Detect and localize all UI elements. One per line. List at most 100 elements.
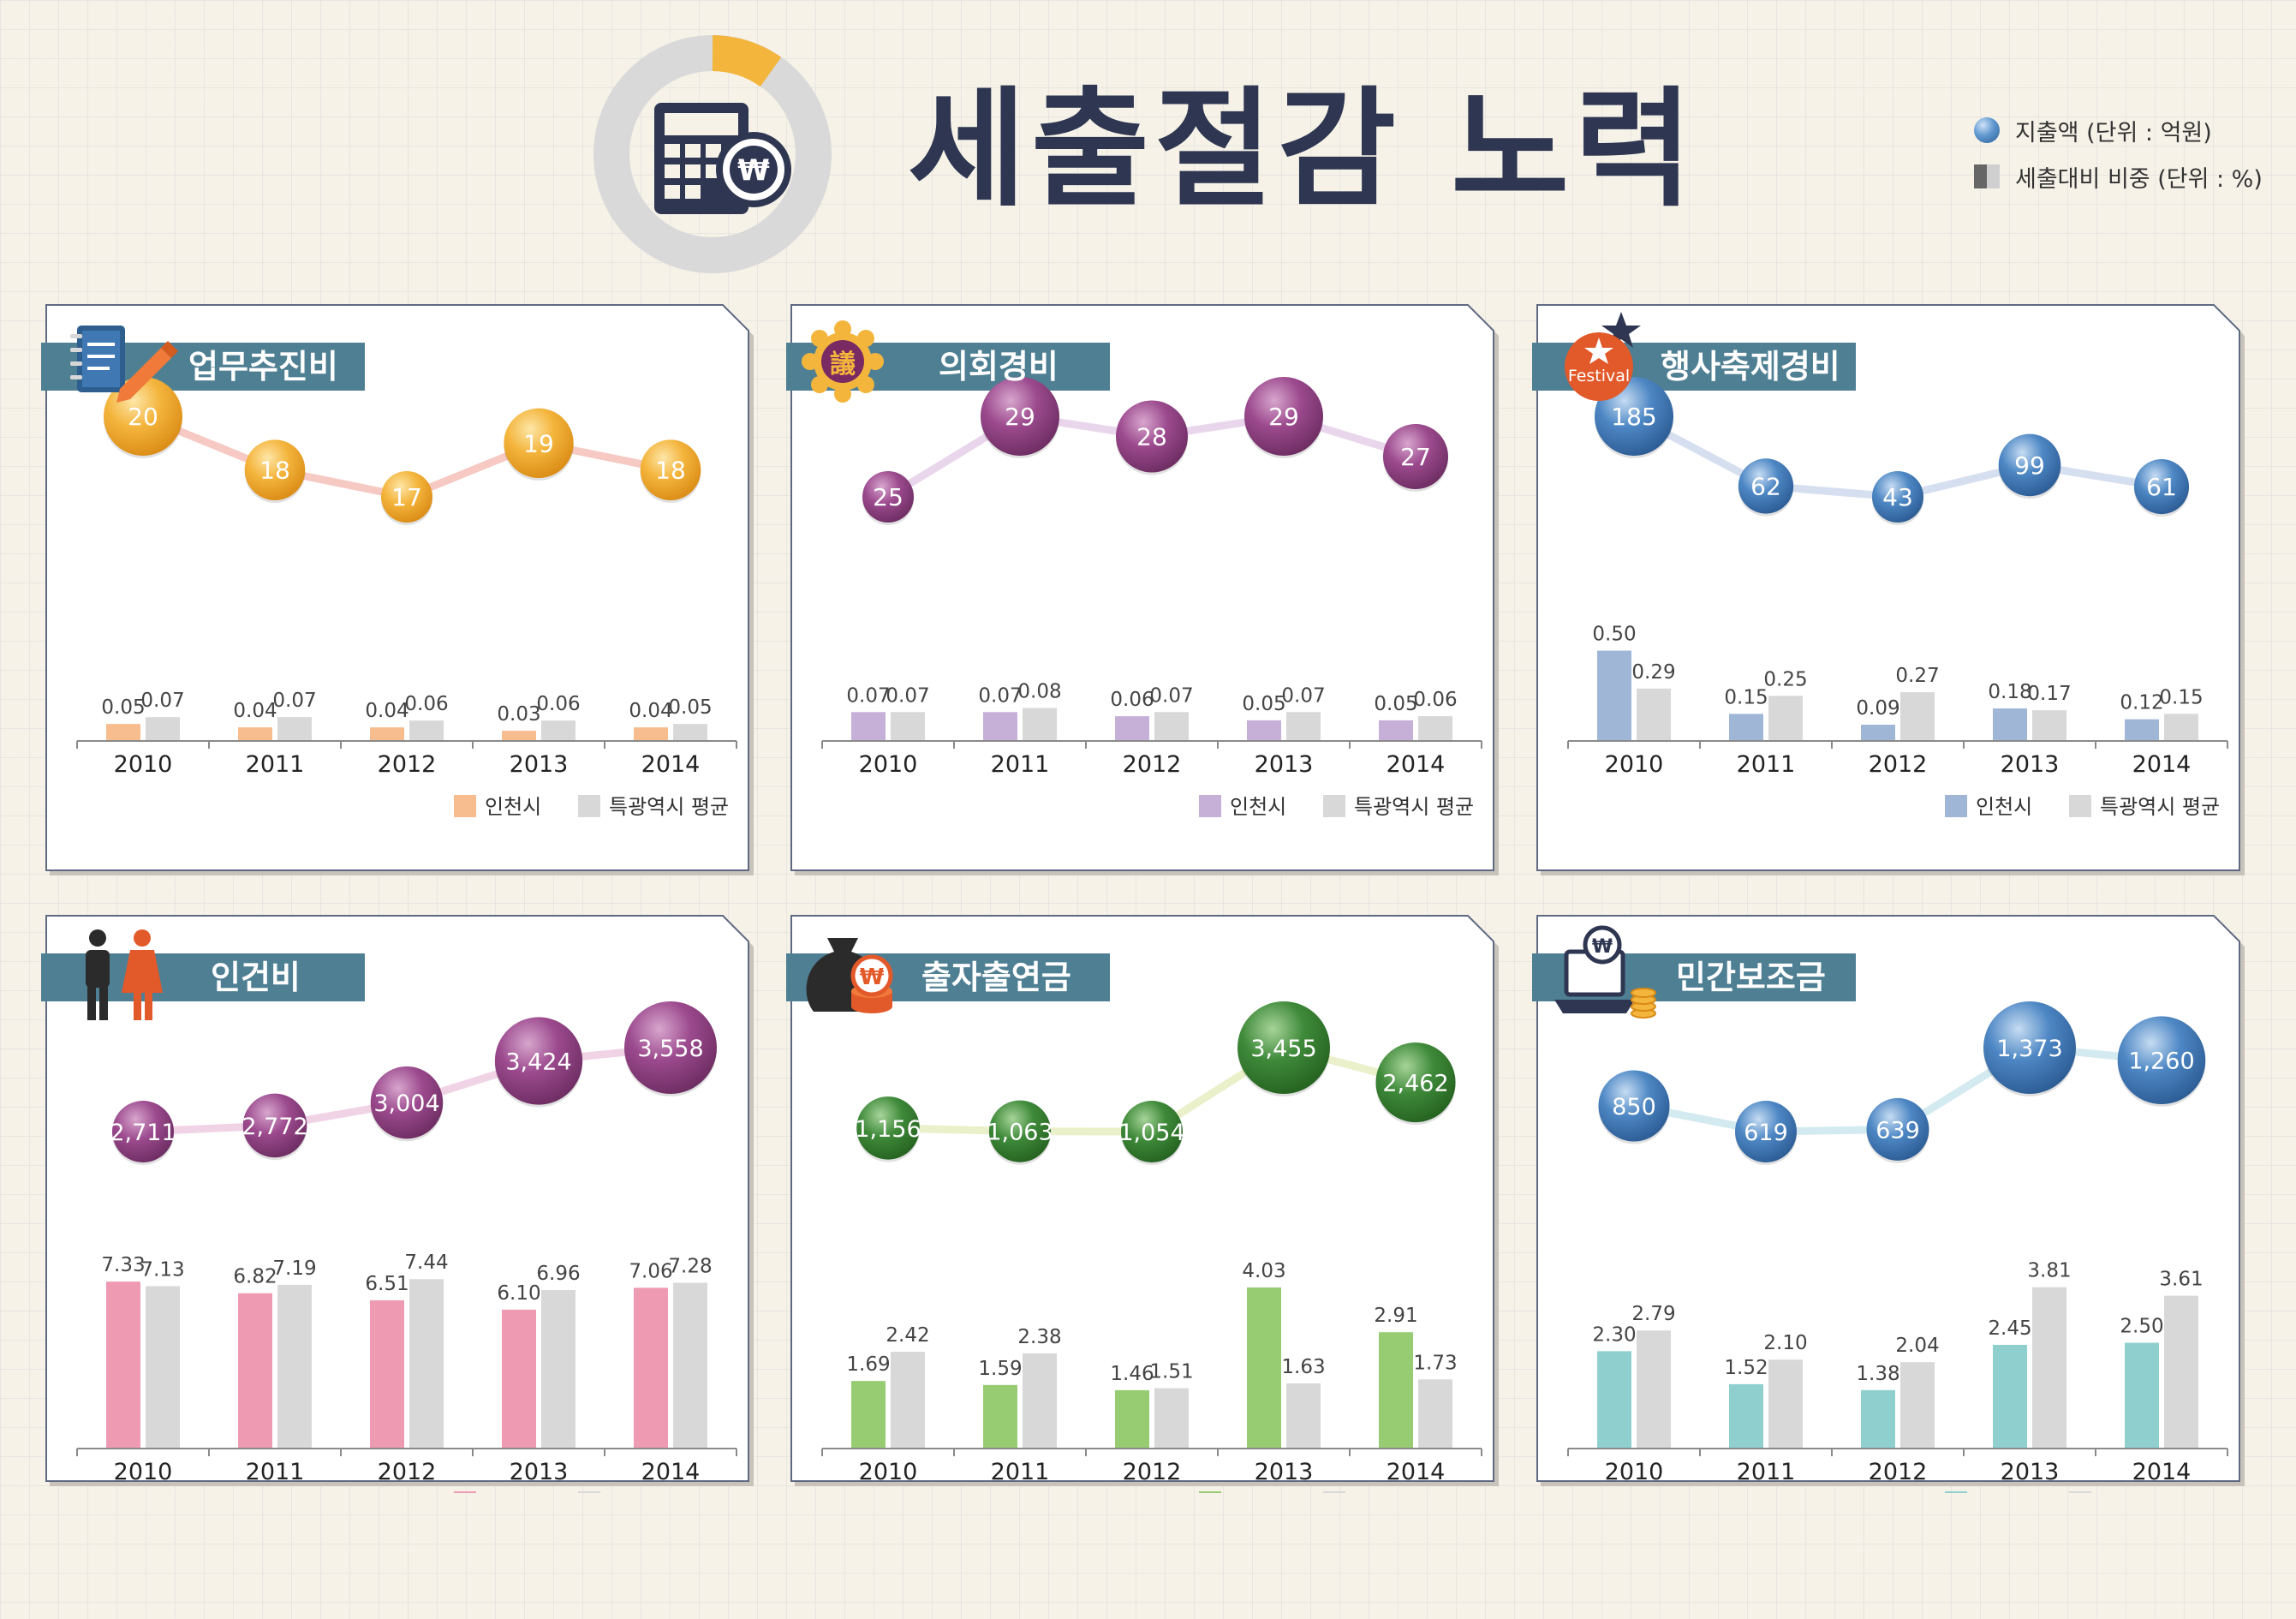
bar-value-label-incheon: 2.45 xyxy=(1988,1317,2031,1340)
bar-metro-average xyxy=(146,1286,180,1449)
calculator-won-icon: ₩ xyxy=(593,35,832,273)
bar-value-label-incheon: 0.04 xyxy=(365,700,409,722)
bar-metro-average xyxy=(1154,712,1189,741)
bubble-value-label: 61 xyxy=(2146,473,2177,501)
legend-swatch-metro xyxy=(1323,795,1345,817)
x-tick-label: 2010 xyxy=(859,751,918,778)
legend-label-incheon: 인천시 xyxy=(1230,795,1286,819)
expenditure-bubble xyxy=(856,1096,920,1160)
bubble-value-label: 1,373 xyxy=(1996,1036,2062,1062)
bar-value-label-metro: 0.07 xyxy=(1149,684,1193,707)
bar-value-label-incheon: 0.05 xyxy=(1374,693,1417,715)
bar-metro-average xyxy=(1286,1383,1321,1449)
expenditure-bubble xyxy=(988,1100,1052,1162)
bar-metro-average xyxy=(1637,688,1671,741)
x-tick-label: 2011 xyxy=(1737,1459,1796,1485)
expenditure-bubble xyxy=(1121,1101,1183,1162)
panel-svg: 25292829270.070.0720100.070.0820110.060.… xyxy=(786,304,1499,875)
bubble-value-label: 99 xyxy=(2014,451,2045,480)
expenditure-bubble xyxy=(1872,471,1923,523)
x-tick-label: 2013 xyxy=(510,751,569,778)
expenditure-bubble xyxy=(1237,1001,1330,1094)
bar-value-label-incheon: 0.04 xyxy=(629,700,672,722)
bar-metro-average xyxy=(891,1352,925,1449)
bar-value-label-metro: 0.07 xyxy=(272,690,316,712)
bar-metro-average xyxy=(673,724,707,741)
bar-value-label-incheon: 1.69 xyxy=(846,1353,890,1376)
legend-label-metro: 특광역시 평균 xyxy=(2100,795,2220,819)
bar-incheon xyxy=(851,712,886,741)
svg-text:₩: ₩ xyxy=(1592,936,1613,958)
legend-label-metro: 특광역시 평균 xyxy=(1354,795,1474,819)
panel-title: 민간보조금 xyxy=(1676,959,1826,996)
bar-incheon xyxy=(1379,720,1413,741)
bar-incheon xyxy=(851,1381,886,1449)
expenditure-bubble xyxy=(624,1001,717,1094)
bar-value-label-incheon: 7.06 xyxy=(629,1260,672,1282)
legend-swatch-metro xyxy=(2069,795,2091,817)
bar-value-label-incheon: 6.51 xyxy=(365,1273,409,1295)
bar-incheon xyxy=(1247,720,1281,741)
bar-value-label-metro: 7.44 xyxy=(404,1252,448,1274)
bar-metro-average xyxy=(1286,712,1321,741)
bubble-value-label: 850 xyxy=(1612,1094,1656,1120)
bubble-value-label: 25 xyxy=(873,483,903,511)
panel-business-promotion: 20 18 17 19 18 0.05 0.07 2010 0.04 0.07 2011 0.04 0.… xyxy=(41,300,754,875)
legend-swatch-incheon xyxy=(454,795,476,817)
expenditure-bubble xyxy=(862,471,914,523)
bar-value-label-metro: 1.63 xyxy=(1281,1356,1325,1378)
bar-value-label-metro: 0.25 xyxy=(1763,668,1807,690)
bar-metro-average xyxy=(2164,1295,2198,1449)
bubble-value-label: 1,054 xyxy=(1118,1120,1184,1146)
panel-title: 의회경비 xyxy=(939,348,1059,385)
bar-metro-average xyxy=(2032,1287,2066,1449)
bar-value-label-incheon: 6.82 xyxy=(233,1266,277,1288)
x-tick-label: 2014 xyxy=(1387,751,1446,778)
legend-swatch-incheon xyxy=(1199,795,1221,817)
bubble-value-label: 19 xyxy=(523,429,554,457)
x-tick-label: 2014 xyxy=(2132,1459,2192,1485)
bar-value-label-incheon: 2.91 xyxy=(1374,1305,1417,1327)
x-tick-label: 2010 xyxy=(1605,1459,1664,1485)
bar-value-label-metro: 0.17 xyxy=(2027,683,2071,705)
legend-label-metro: 특광역시 평균 xyxy=(609,1491,729,1493)
x-tick-label: 2012 xyxy=(1123,751,1182,778)
bar-metro-average xyxy=(1768,696,1803,741)
x-tick-label: 2013 xyxy=(2001,751,2060,778)
bar-value-label-incheon: 0.07 xyxy=(846,684,890,707)
bar-value-label-incheon: 0.04 xyxy=(233,700,277,722)
bar-value-label-metro: 3.81 xyxy=(2027,1260,2071,1282)
bar-incheon xyxy=(2125,1342,2159,1449)
bubble-value-label: 18 xyxy=(259,457,290,485)
panel-investment-contribution: 1,156 1,063 1,054 3,455 2,462 1.69 2.42 2010 1.5… xyxy=(786,911,1499,1493)
legend-swatch-metro xyxy=(578,1491,600,1493)
bar-value-label-metro: 7.13 xyxy=(140,1258,184,1281)
bar-value-label-incheon: 0.03 xyxy=(497,703,540,726)
expenditure-bubble xyxy=(1998,433,2061,497)
panel-council-expenses: 25 29 28 29 27 0.07 0.07 2010 0.07 0.08 2011 0.06 0.… xyxy=(786,300,1499,875)
bar-value-label-metro: 2.10 xyxy=(1763,1332,1807,1354)
bar-value-label-metro: 2.42 xyxy=(886,1324,929,1347)
bar-metro-average xyxy=(409,1279,444,1449)
bar-incheon xyxy=(1993,708,2027,741)
bar-value-label-metro: 0.06 xyxy=(404,693,448,715)
expenditure-bubble xyxy=(1598,1070,1670,1142)
page-title: 세출절감 노력 xyxy=(908,75,1698,224)
legend-expenditure: 지출액 (단위 : 억원) xyxy=(1974,113,2263,147)
expenditure-bubble xyxy=(1116,400,1188,473)
bubble-value-label: 3,455 xyxy=(1250,1036,1316,1062)
x-tick-label: 2011 xyxy=(246,1459,305,1485)
bar-value-label-metro: 1.73 xyxy=(1413,1352,1457,1374)
bar-incheon xyxy=(502,1309,536,1449)
bar-value-label-metro: 0.27 xyxy=(1895,665,1939,687)
legend-label-metro: 특광역시 평균 xyxy=(1354,1491,1474,1493)
bubble-value-label: 27 xyxy=(1400,443,1431,471)
bar-incheon xyxy=(106,1281,140,1449)
bar-value-label-metro: 0.07 xyxy=(886,684,929,707)
bar-value-label-metro: 0.29 xyxy=(1631,661,1675,684)
bar-value-label-incheon: 1.38 xyxy=(1856,1363,1899,1385)
x-tick-label: 2013 xyxy=(1255,751,1314,778)
svg-text:議: 議 xyxy=(830,349,856,379)
bubble-value-label: 2,462 xyxy=(1382,1071,1448,1097)
bubble-value-label: 20 xyxy=(128,403,158,431)
